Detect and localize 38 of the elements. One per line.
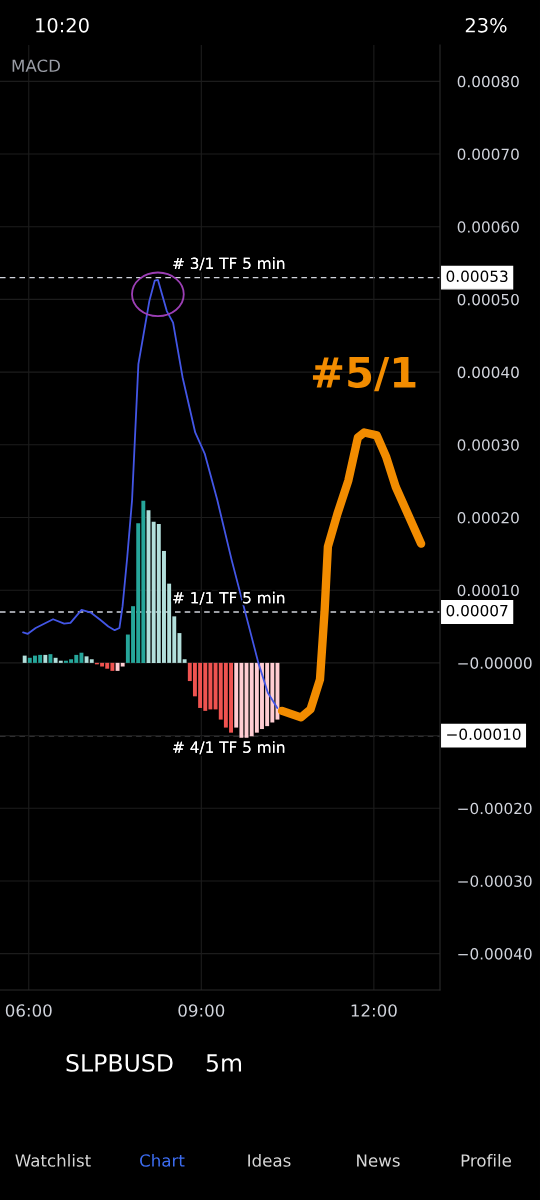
text: Chart: [140, 1153, 185, 1167]
x-tick-label: 12:00: [351, 1004, 397, 1017]
annotation: # 4/1 TF 5 min: [173, 741, 285, 755]
y-tick-label: −0.00040: [458, 948, 532, 960]
text: MACD: [12, 59, 60, 73]
annotation: # 3/1 TF 5 min: [173, 257, 285, 271]
x-tick-label: 09:00: [178, 1004, 225, 1017]
ref-line-label: 0.00053: [446, 270, 508, 283]
bar: [48, 654, 53, 663]
bar: [182, 659, 187, 663]
y-tick-label: 0.00070: [457, 148, 519, 161]
text: Watchlist: [15, 1153, 91, 1167]
text: 5m: [206, 1054, 242, 1072]
ref-line-label: 0.00007: [446, 604, 508, 617]
y-tick-label: −0.00030: [458, 875, 532, 887]
ref-line-label: −0.00010: [447, 728, 521, 741]
text: News: [357, 1154, 400, 1167]
y-tick-label: 0.00040: [457, 366, 519, 379]
bar: [43, 654, 48, 663]
y-tick-label: −0.00000: [458, 657, 532, 669]
y-tick-label: 0.00050: [457, 293, 519, 306]
text: Profile: [461, 1153, 512, 1167]
y-tick-label: 0.00060: [457, 221, 519, 233]
y-tick-label: 0.00030: [457, 439, 519, 451]
text: Ideas: [248, 1153, 291, 1167]
bar: [22, 655, 27, 663]
y-tick-label: 0.00010: [457, 584, 519, 597]
y-tick-label: −0.00020: [458, 802, 532, 815]
annotation: # 1/1 TF 5 min: [173, 591, 285, 605]
text: 10:20: [36, 17, 89, 33]
bar: [120, 662, 125, 667]
text: 23%: [465, 17, 507, 33]
series-label: #5/1: [312, 357, 416, 392]
bar: [89, 659, 94, 663]
y-tick-label: 0.00080: [457, 75, 519, 88]
y-tick-label: 0.00020: [457, 511, 519, 524]
text: SLPBUSD: [66, 1053, 173, 1072]
x-tick-label: 06:00: [5, 1004, 52, 1017]
